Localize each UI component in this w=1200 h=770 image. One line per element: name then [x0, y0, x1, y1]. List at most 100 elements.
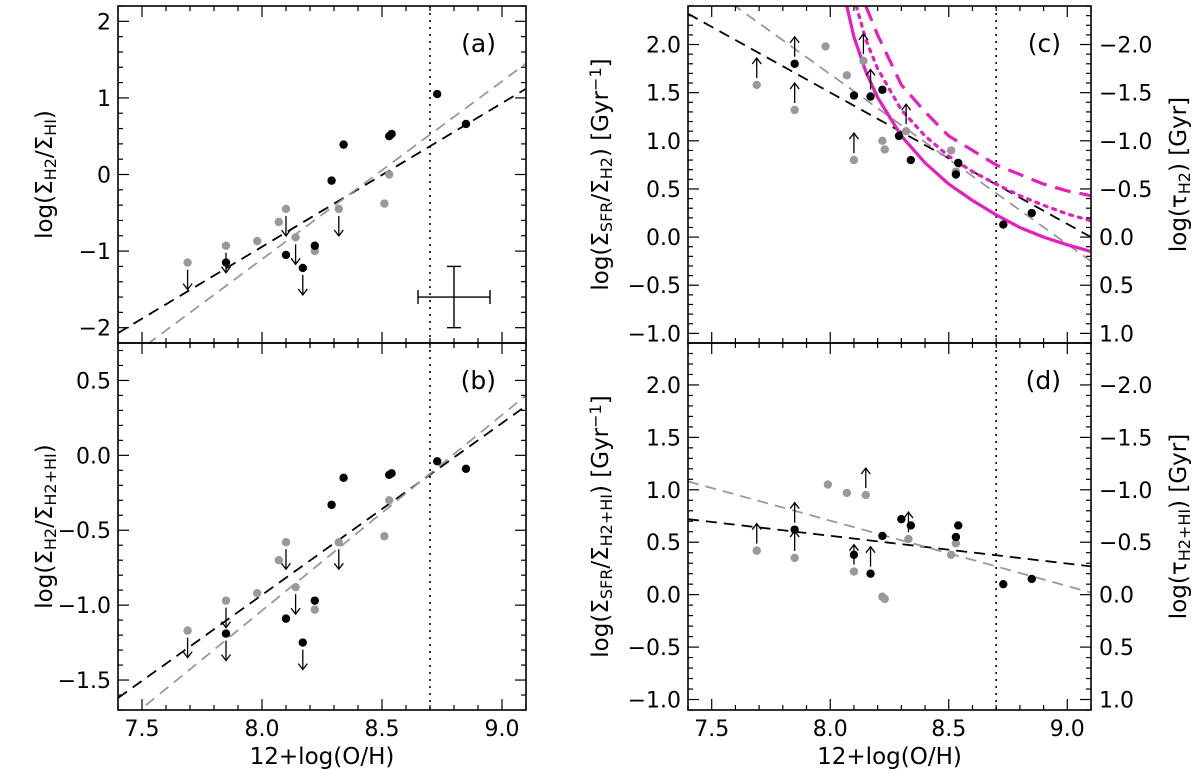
limit-arrow-head	[848, 131, 859, 140]
y-label-part: log(Σ	[588, 232, 614, 291]
limit-arrow-head	[297, 288, 308, 297]
y2-tick-label: −0.5	[1099, 531, 1152, 556]
data-point-black	[954, 521, 963, 530]
data-point-gray	[281, 538, 291, 547]
y-tick-label: 0.5	[646, 178, 681, 203]
y-label-part: H2	[41, 528, 60, 550]
fit-line-gray	[688, 480, 1091, 594]
y-axis-label: log(ΣSFR/ΣH2+HI) [Gyr−1]	[586, 395, 616, 657]
y2-tick-label: −1.0	[1099, 479, 1152, 504]
y-label-part: H2	[597, 157, 616, 179]
data-point-gray	[842, 71, 852, 80]
x-tick-label: 9.0	[1050, 717, 1085, 742]
y-tick-label: −0.5	[58, 519, 111, 544]
data-point-black	[387, 469, 396, 478]
x-tick-label: 9.0	[485, 717, 520, 742]
limit-arrow-head	[290, 607, 301, 616]
data-point-gray	[253, 588, 262, 598]
data-point-black	[298, 263, 307, 273]
x-tick-label: 7.5	[694, 717, 729, 742]
y2-label-part: log(τ	[1166, 561, 1192, 619]
x-tick-label: 8.5	[365, 717, 400, 742]
data-point-gray	[946, 550, 956, 560]
panel-label: (c)	[1028, 29, 1061, 58]
data-point-gray	[281, 204, 291, 214]
limit-arrow-head	[789, 501, 800, 510]
data-point-gray	[946, 146, 956, 155]
limit-arrow-head	[751, 56, 762, 65]
data-point-black	[310, 596, 319, 605]
data-point-gray	[291, 582, 300, 592]
x-axis-label: 12+log(O/H)	[817, 744, 962, 770]
y2-tick-label: 1.0	[1099, 689, 1134, 714]
data-point-black	[906, 155, 916, 165]
data-point-black	[866, 569, 875, 578]
data-point-gray	[904, 534, 913, 544]
data-point-black	[433, 89, 442, 99]
data-point-black	[327, 176, 336, 185]
y-label-part: /Σ	[588, 179, 614, 201]
data-point-gray	[291, 233, 300, 242]
limit-arrow-head	[860, 466, 871, 475]
y-tick-label: −2	[79, 317, 111, 342]
y-tick-label: −1.0	[628, 689, 681, 714]
data-point-black	[1027, 574, 1036, 584]
limit-arrow-head	[280, 562, 292, 571]
y-label-part: H2+HI	[597, 494, 616, 546]
y-tick-label: 0.0	[646, 226, 681, 251]
y-tick-label: 2	[97, 10, 111, 35]
y-axis-label: log(ΣSFR/ΣH2) [Gyr−1]	[586, 58, 616, 290]
data-point-black	[906, 521, 916, 530]
x-tick-label: 7.5	[125, 717, 160, 742]
x-axis-label: 12+log(O/H)	[250, 744, 395, 770]
limit-arrow-head	[280, 229, 292, 238]
panel-label: (b)	[461, 366, 496, 395]
data-point-black	[866, 92, 875, 101]
data-point-black	[221, 258, 231, 267]
data-point-black	[849, 550, 859, 560]
limit-arrow-head	[858, 32, 869, 41]
y-tick-label: 2.0	[646, 374, 681, 399]
fit-line-gray	[147, 62, 526, 343]
data-point-black	[339, 140, 348, 149]
x-tick-label: 8.5	[931, 717, 966, 742]
data-point-black	[951, 532, 961, 542]
y-tick-label: 0.0	[646, 584, 681, 609]
fit-line-gray	[138, 394, 526, 710]
limit-arrow-head	[333, 562, 344, 571]
limit-arrow-head	[220, 621, 232, 629]
y-label-part: )	[32, 110, 58, 119]
plot-area	[118, 6, 526, 343]
data-point-black	[999, 579, 1008, 589]
data-point-gray	[821, 42, 830, 51]
plot-area	[688, 343, 1091, 710]
data-point-black	[327, 500, 336, 509]
data-point-gray	[842, 488, 852, 498]
limit-arrow-head	[290, 257, 301, 266]
x-tick-label: 8.0	[245, 717, 280, 742]
data-point-gray	[878, 136, 887, 145]
data-point-black	[951, 170, 961, 179]
y-label-part: SFR	[597, 202, 616, 232]
y2-axis-label: log(τH2) [Gyr]	[1166, 97, 1194, 252]
limit-arrow-head	[903, 510, 914, 519]
y-label-part: HI	[41, 119, 60, 136]
y2-tick-label: −0.5	[1099, 178, 1152, 203]
y2-label-part: log(τ	[1166, 194, 1192, 252]
y-label-part: −1	[586, 404, 605, 428]
data-point-black	[298, 638, 307, 647]
panel-label: (a)	[461, 29, 496, 58]
data-point-black	[221, 629, 231, 638]
y-tick-label: 1.0	[646, 130, 681, 155]
y2-tick-label: −1.0	[1099, 130, 1152, 155]
data-point-gray	[183, 258, 192, 267]
data-point-gray	[951, 539, 961, 548]
data-point-gray	[380, 199, 389, 208]
y-tick-label: −1.5	[58, 669, 111, 694]
data-point-black	[1027, 208, 1036, 218]
data-point-gray	[221, 596, 231, 605]
y-label-part: /Σ	[32, 506, 58, 528]
plot-area	[688, 6, 1091, 343]
data-point-black	[999, 220, 1008, 229]
panel-c: −1.0 −0.5 0.0 0.5 1.0 1.5 2.0 1.0 0.5 0.0 −0.5 −1.0…	[586, 5, 1194, 347]
